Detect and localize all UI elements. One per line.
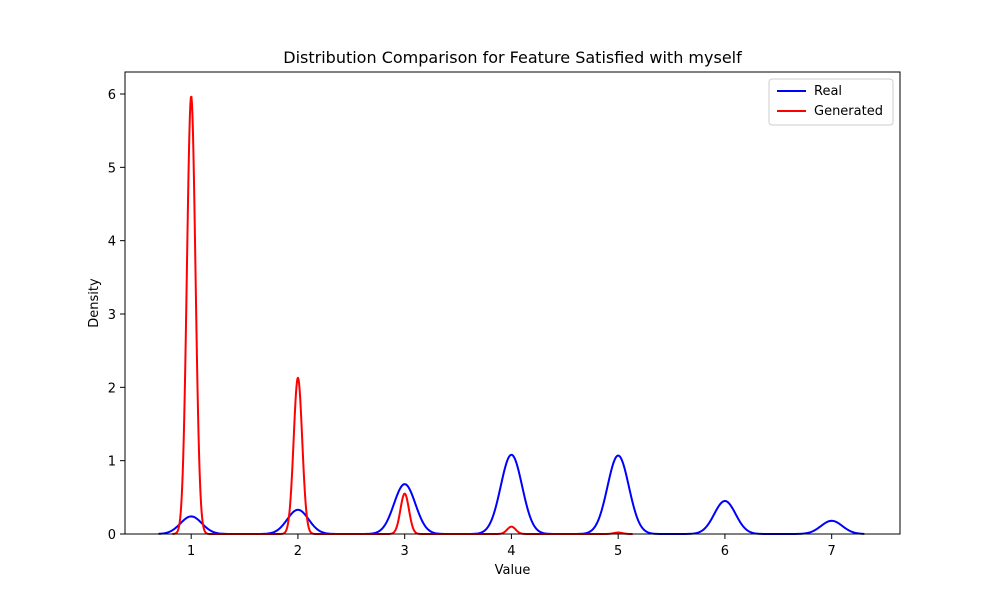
y-tick-label: 5 — [108, 161, 116, 176]
y-tick-label: 2 — [108, 381, 116, 396]
y-tick-label: 3 — [108, 308, 116, 323]
x-axis: 1 2 3 4 5 6 7 — [187, 534, 836, 559]
x-tick-label: 1 — [187, 544, 195, 559]
y-tick-label: 0 — [108, 528, 116, 543]
chart-title: Distribution Comparison for Feature Sati… — [283, 48, 742, 67]
x-tick-label: 2 — [294, 544, 302, 559]
y-tick-label: 1 — [108, 455, 116, 470]
plot-frame — [124, 71, 901, 535]
plot-area — [125, 72, 900, 534]
x-axis-label: Value — [495, 563, 531, 578]
real-series-line — [158, 453, 865, 535]
x-tick-label: 6 — [721, 544, 729, 559]
x-tick-label: 5 — [614, 544, 622, 559]
legend: Real Generated — [768, 78, 894, 126]
y-axis-label: Density — [87, 278, 102, 328]
y-axis: 0 1 2 3 4 5 6 — [108, 88, 125, 543]
x-tick-label: 7 — [828, 544, 836, 559]
x-tick-label: 3 — [401, 544, 409, 559]
legend-label-real: Real — [814, 84, 842, 99]
x-tick-label: 4 — [507, 544, 515, 559]
y-tick-label: 6 — [108, 88, 116, 103]
legend-label-generated: Generated — [814, 104, 883, 119]
y-tick-label: 4 — [108, 235, 116, 250]
